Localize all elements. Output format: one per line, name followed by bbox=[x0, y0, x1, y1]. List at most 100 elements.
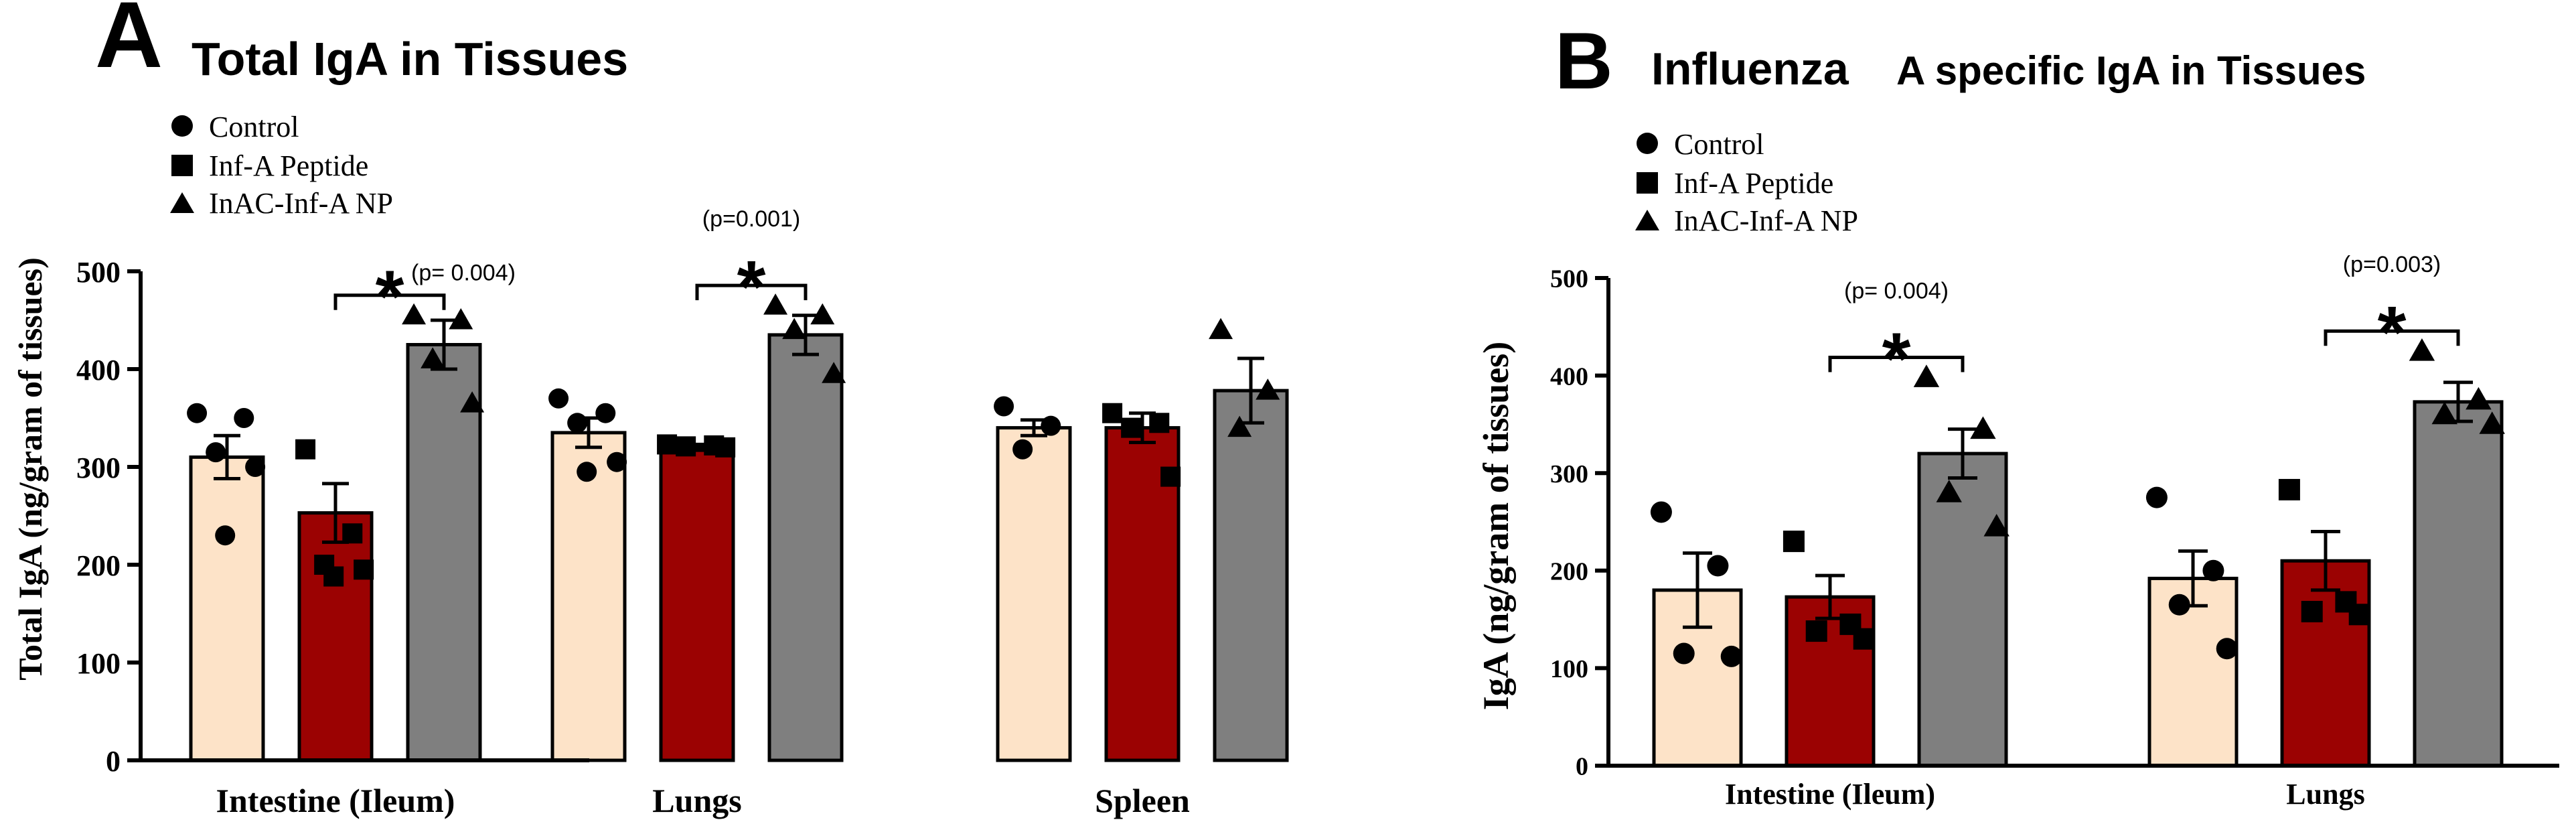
data-point bbox=[1673, 642, 1695, 665]
data-point bbox=[1256, 378, 1280, 400]
bar-control bbox=[550, 431, 627, 762]
bar-np bbox=[1213, 389, 1289, 762]
data-point bbox=[1783, 531, 1805, 553]
data-point bbox=[1983, 514, 2010, 537]
bar-np bbox=[1917, 452, 2008, 768]
data-point bbox=[577, 462, 597, 482]
y-tick-label: 100 bbox=[76, 647, 121, 680]
panel-b-y-axis-label: IgA (ng/gram of tissues) bbox=[1476, 342, 1516, 711]
data-point bbox=[657, 434, 678, 455]
panel-b-title-rest: A specific IgA in Tissues bbox=[1896, 48, 2366, 93]
legend-label-control: Control bbox=[1674, 128, 1764, 161]
panel-b-legend: Control Inf-A Peptide InAC-Inf-A NP bbox=[1635, 128, 1858, 237]
panel-a-header: A Total IgA in Tissues bbox=[95, 0, 628, 87]
data-point bbox=[1853, 628, 1875, 650]
significance-bracket bbox=[1828, 356, 1965, 372]
p-value-annotation: (p= 0.004) bbox=[1844, 279, 1949, 304]
data-point bbox=[595, 403, 616, 423]
data-point bbox=[763, 293, 788, 315]
panel-a-plot: Intestine (Ileum) Lungs Spleen 0 100 200 300 40… bbox=[76, 206, 1289, 819]
y-tick-label: 0 bbox=[1576, 753, 1588, 781]
x-tick-label: Lungs bbox=[2286, 778, 2364, 811]
data-point bbox=[1160, 466, 1181, 487]
data-point bbox=[2216, 638, 2238, 660]
data-point bbox=[2431, 401, 2457, 425]
panel-a-y-axis-label: Total IgA (ng/gram of tissues) bbox=[11, 257, 49, 681]
significance-bracket bbox=[2324, 329, 2460, 346]
data-point bbox=[2278, 478, 2300, 500]
bar-np bbox=[767, 333, 844, 762]
data-point bbox=[295, 439, 316, 460]
data-point bbox=[449, 308, 473, 330]
data-point bbox=[1936, 480, 1962, 502]
bar-peptide bbox=[659, 445, 735, 762]
data-point bbox=[1707, 555, 1729, 577]
bar-control bbox=[996, 426, 1072, 762]
legend-triangle-icon bbox=[1635, 210, 1659, 230]
y-tick-label: 100 bbox=[1550, 655, 1588, 683]
data-point bbox=[567, 413, 588, 433]
panel-b-header: B Influenza A specific IgA in Tissues bbox=[1555, 16, 2366, 106]
p-value-annotation: (p= 0.004) bbox=[411, 261, 516, 286]
bar-np bbox=[2413, 400, 2504, 768]
p-value-annotation: (p=0.003) bbox=[2343, 252, 2441, 277]
data-point bbox=[1913, 364, 1940, 387]
data-point bbox=[1805, 620, 1827, 642]
legend-circle-icon bbox=[1637, 133, 1658, 154]
data-point bbox=[245, 457, 266, 477]
significance-bracket bbox=[695, 283, 808, 301]
y-tick-label: 400 bbox=[1550, 362, 1588, 391]
legend-circle-icon bbox=[171, 115, 193, 137]
data-point bbox=[676, 436, 696, 457]
y-tick-label: 300 bbox=[76, 452, 121, 484]
data-point bbox=[1012, 439, 1033, 460]
data-point bbox=[2145, 486, 2168, 508]
significance-star: * bbox=[2378, 291, 2407, 374]
legend-label-np: InAC-Inf-A NP bbox=[1674, 204, 1858, 237]
y-tick-label: 500 bbox=[1550, 265, 1588, 293]
data-point bbox=[715, 437, 736, 458]
x-tick-label: Intestine (Ileum) bbox=[1725, 778, 1935, 811]
data-point bbox=[234, 408, 254, 428]
data-point bbox=[1149, 413, 1170, 433]
bar-control bbox=[2147, 576, 2239, 768]
data-point bbox=[1720, 645, 1742, 667]
data-point bbox=[402, 303, 427, 325]
data-point bbox=[460, 391, 485, 413]
data-point bbox=[187, 403, 208, 423]
data-point bbox=[2202, 559, 2224, 581]
panel-a-legend: Control Inf-A Peptide InAC-Inf-A NP bbox=[170, 111, 393, 220]
data-point bbox=[2466, 387, 2492, 410]
data-point bbox=[215, 525, 236, 546]
legend-square-icon bbox=[1637, 172, 1658, 194]
data-point bbox=[994, 396, 1014, 417]
y-tick-label: 500 bbox=[76, 256, 121, 289]
p-value-annotation: (p=0.001) bbox=[702, 206, 801, 232]
legend-label-peptide: Inf-A Peptide bbox=[1674, 167, 1833, 200]
data-point bbox=[810, 303, 835, 325]
data-point bbox=[1209, 318, 1233, 340]
data-point bbox=[342, 523, 363, 544]
y-tick-label: 300 bbox=[1550, 460, 1588, 488]
data-point bbox=[1970, 416, 1996, 439]
data-point bbox=[354, 559, 374, 580]
data-point bbox=[1227, 415, 1252, 437]
data-point bbox=[2409, 338, 2435, 361]
data-point bbox=[206, 442, 226, 463]
data-point bbox=[1650, 501, 1672, 523]
legend-triangle-icon bbox=[170, 192, 194, 213]
data-point bbox=[822, 362, 846, 383]
panel-a-letter: A bbox=[95, 0, 163, 87]
data-point bbox=[1121, 417, 1142, 438]
data-point bbox=[607, 452, 627, 472]
panel-b-title-big: Influenza bbox=[1651, 44, 1849, 94]
data-point bbox=[782, 318, 807, 340]
data-point bbox=[323, 566, 344, 587]
legend-label-control: Control bbox=[209, 111, 299, 143]
data-point bbox=[2348, 604, 2370, 626]
data-point bbox=[2168, 594, 2190, 616]
panel-b-letter: B bbox=[1555, 16, 1613, 106]
data-point bbox=[1102, 403, 1123, 423]
data-point bbox=[421, 347, 445, 368]
